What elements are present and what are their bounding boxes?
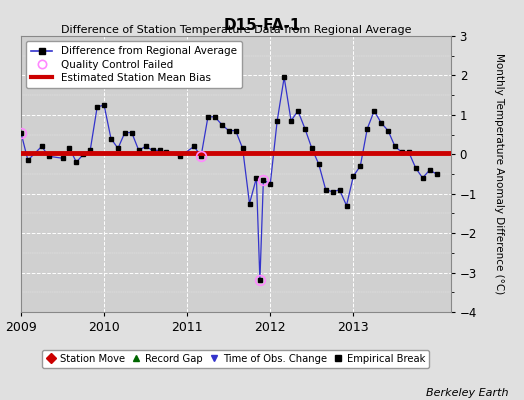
Text: D15-FA-1: D15-FA-1 (223, 18, 301, 33)
Legend: Station Move, Record Gap, Time of Obs. Change, Empirical Break: Station Move, Record Gap, Time of Obs. C… (42, 350, 430, 368)
Y-axis label: Monthly Temperature Anomaly Difference (°C): Monthly Temperature Anomaly Difference (… (494, 53, 504, 295)
Text: Berkeley Earth: Berkeley Earth (426, 388, 508, 398)
Title: Difference of Station Temperature Data from Regional Average: Difference of Station Temperature Data f… (61, 25, 411, 35)
